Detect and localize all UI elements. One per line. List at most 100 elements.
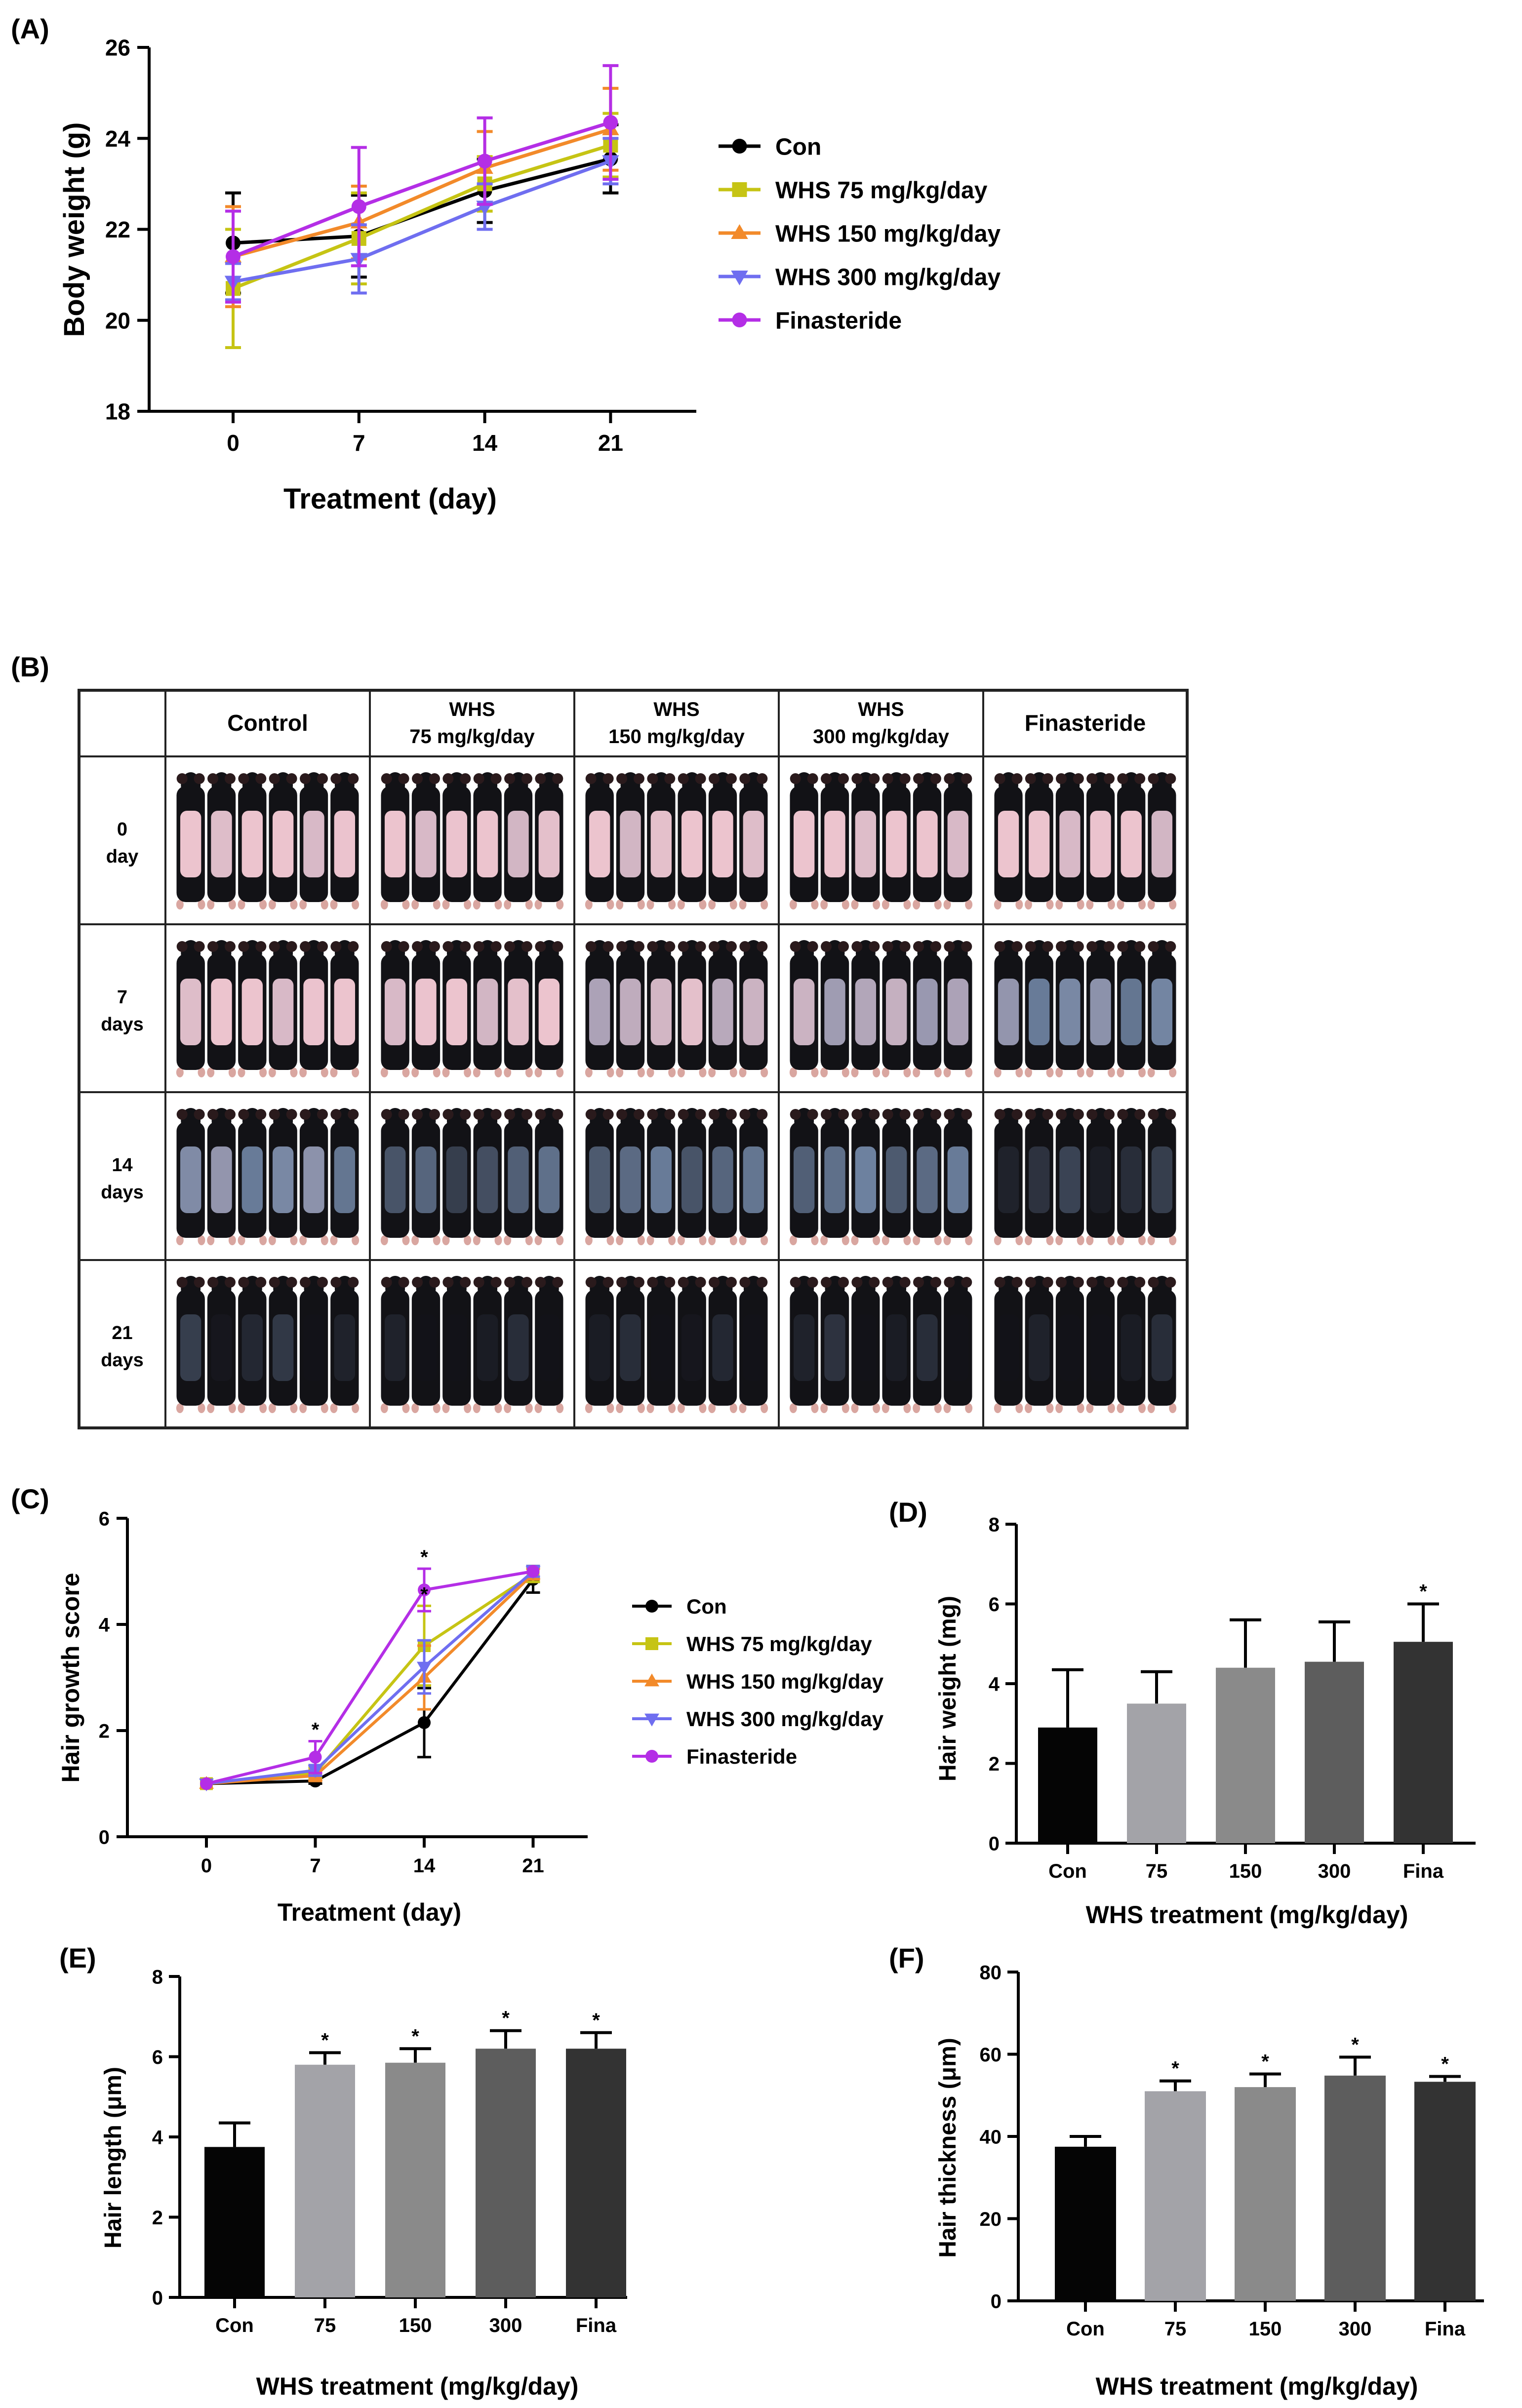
mouse-foot (934, 900, 942, 909)
mouse-foot (913, 900, 921, 909)
a-series-line-fina (232, 120, 611, 259)
mouse-foot (380, 900, 388, 909)
mouse-foot (299, 900, 307, 909)
mouse-ear (602, 1277, 614, 1288)
mouse-ear (757, 773, 768, 784)
mouse-ear (930, 1277, 941, 1288)
mouse-shaved-area (538, 1314, 560, 1381)
mouse-ear (255, 773, 267, 784)
mouse-shaved-area (947, 1314, 969, 1381)
mouse-ear (317, 773, 328, 784)
mouse-ear (1086, 1109, 1098, 1120)
mouse-shaved-area (620, 1146, 641, 1213)
mouse-foot (464, 1403, 472, 1413)
mouse-foot (729, 1235, 737, 1245)
mouse-shaved-area (1090, 1314, 1111, 1381)
mouse-foot (1147, 1403, 1155, 1413)
mouse-ear (300, 773, 311, 784)
c-series-line-con (206, 1578, 534, 1785)
mouse-ear (330, 1109, 342, 1120)
mouse-ear (1103, 773, 1115, 784)
mouse-ear (602, 773, 614, 784)
mouse-shaved-area (1059, 1146, 1081, 1213)
mouse-ear (207, 773, 219, 784)
mouse-ear (678, 773, 689, 784)
panel-b-photo-grid: (B) Control WHS 75 mg/kg/day WHS 150 mg/kg/d… (11, 651, 1189, 1429)
mouse-shaved-area (446, 1314, 468, 1381)
mouse-foot (913, 1403, 921, 1413)
mouse-ear (1042, 1277, 1053, 1288)
mouse-ear (899, 1109, 911, 1120)
a-x-tick-label: 14 (472, 430, 498, 456)
mouse-foot (402, 1067, 410, 1077)
e-bar (566, 2049, 626, 2297)
mouse-foot (290, 900, 298, 909)
e-y-tick-label: 0 (152, 2287, 163, 2309)
a-legend-label: WHS 300 mg/kg/day (775, 264, 1001, 290)
mouse-ear (381, 941, 392, 952)
mouse-ear (633, 773, 644, 784)
panel-b-row-header-sub: days (101, 1014, 144, 1035)
mouse-foot (1138, 1235, 1146, 1245)
mouse-foot (1086, 900, 1094, 909)
mouse-foot (1046, 1235, 1054, 1245)
mouse-ear (207, 1109, 219, 1120)
e-x-tick-label: Fina (576, 2315, 617, 2336)
mouse-ear (238, 1109, 249, 1120)
mouse-ear (255, 1277, 267, 1288)
mouse-shaved-area (1121, 1314, 1142, 1381)
mouse-ear (224, 941, 236, 952)
mouse-foot (1015, 1235, 1023, 1245)
mouse-foot (1107, 1403, 1115, 1413)
mouse-shaved-area (180, 811, 201, 877)
mouse-ear (838, 1277, 849, 1288)
mouse-ear (207, 1277, 219, 1288)
mouse-shaved-area (743, 811, 764, 877)
mouse-foot (729, 900, 737, 909)
panel-b-row-header-sub: days (101, 1182, 144, 1203)
mouse-foot (934, 1403, 942, 1413)
mouse-ear (944, 1109, 955, 1120)
mouse-ear (317, 1277, 328, 1288)
c-series-con (200, 1565, 540, 1790)
mouse-ear (504, 773, 516, 784)
mouse-ear (1086, 1277, 1098, 1288)
mouse-shaved-area (1059, 811, 1081, 877)
mouse-foot (873, 1067, 881, 1077)
mouse-ear (1056, 1109, 1067, 1120)
mouse-shaved-area (681, 1314, 703, 1381)
mouse-foot (1055, 900, 1063, 909)
mouse-foot (994, 1403, 1001, 1413)
c-series-line-whs150 (206, 1573, 534, 1785)
mouse-shaved-area (650, 811, 672, 877)
mouse-shaved-area (743, 1146, 764, 1213)
mouse-foot (442, 900, 450, 909)
a-y-tick-label: 24 (105, 126, 131, 152)
a-y-tick-label: 20 (105, 308, 130, 333)
d-bar (1394, 1642, 1453, 1843)
a-y-tick-label: 22 (105, 217, 130, 242)
mouse-foot (903, 1403, 911, 1413)
panel-d-x-axis-title: WHS treatment (mg/kg/day) (1086, 1901, 1408, 1929)
mouse-ear (269, 773, 280, 784)
mouse-ear (1056, 1277, 1067, 1288)
mouse-shaved-area (998, 1146, 1019, 1213)
a-legend-swatch-marker (732, 139, 747, 154)
mouse-shaved-area (855, 1314, 877, 1381)
mouse-foot (646, 1235, 654, 1245)
mouse-foot (534, 900, 542, 909)
mouse-ear (490, 773, 502, 784)
mouse-foot (881, 900, 889, 909)
mouse-shaved-area (508, 979, 529, 1045)
mouse-foot (913, 1067, 921, 1077)
c-y-tick-label: 4 (99, 1614, 110, 1636)
mouse-foot (1015, 1067, 1023, 1077)
mouse-ear (176, 773, 188, 784)
a-y-tick-label: 26 (105, 35, 130, 61)
mouse-foot (525, 1067, 533, 1077)
a-series-line-whs75 (232, 143, 611, 290)
mouse-ear (1165, 941, 1176, 952)
mouse-foot (1015, 1403, 1023, 1413)
mouse-ear (269, 1277, 280, 1288)
mouse-shaved-area (446, 811, 468, 877)
